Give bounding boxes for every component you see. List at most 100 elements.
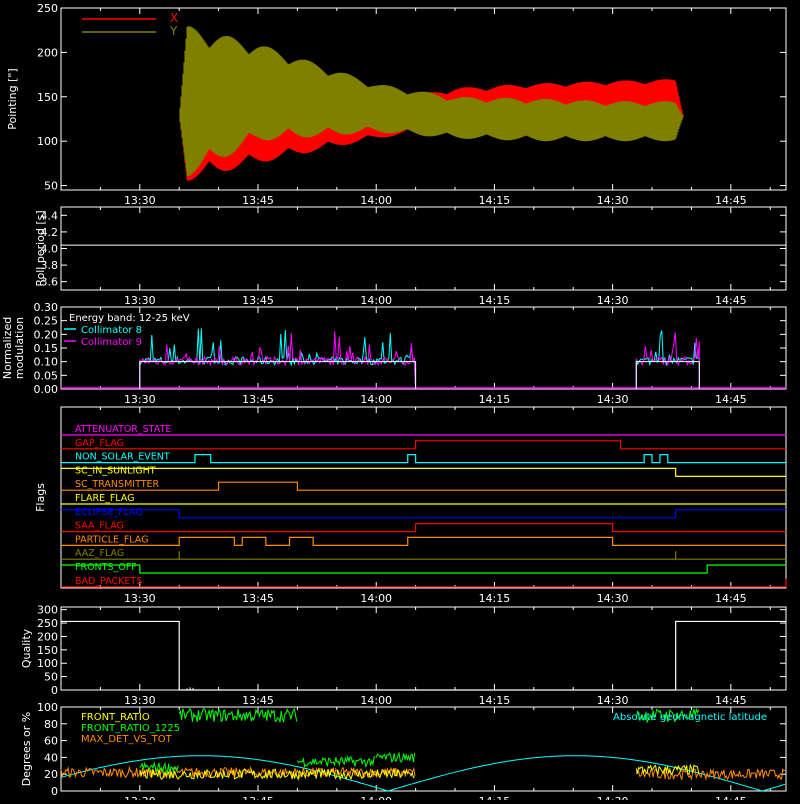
series-front-ratio <box>139 763 700 782</box>
panel-frame <box>60 706 787 792</box>
flag-label: NON_SOLAR_EVENT <box>75 452 170 463</box>
series-collimator-8 <box>139 328 700 390</box>
x-tick-label: 13:30 <box>124 393 156 406</box>
x-tick-label: 14:30 <box>597 694 629 707</box>
x-tick-label: 14:15 <box>479 592 511 605</box>
legend-label: MAX_DET_VS_TOT <box>81 734 173 745</box>
flag-eclipse-flag: ECLIPSE_FLAG <box>61 507 786 519</box>
flag-label: AAZ_FLAG <box>75 548 124 559</box>
x-tick-label: 14:45 <box>715 194 747 207</box>
series-y-band <box>179 26 684 177</box>
legend-label: Collimator 8 <box>81 325 142 336</box>
y-axis-label: Degrees or % <box>20 712 33 786</box>
flag-aaz-flag: AAZ_FLAG <box>61 548 786 560</box>
x-tick-label: 14:45 <box>715 795 747 800</box>
segment-path <box>375 751 416 764</box>
x-tick-label: 14:30 <box>597 795 629 800</box>
flag-label: ATTENUATOR_STATE <box>75 424 171 435</box>
flag-bad-packets: BAD_PACKETS <box>61 576 787 588</box>
flag-label: ECLIPSE_FLAG <box>75 507 143 518</box>
flag-non-solar-event: NON_SOLAR_EVENT <box>61 452 786 464</box>
x-tick-label: 14:15 <box>479 294 511 307</box>
flag-label: BAD_PACKETS <box>75 576 142 587</box>
segment-path <box>635 767 786 781</box>
flag-line <box>61 509 786 519</box>
x-tick-label: 14:00 <box>360 393 392 406</box>
modulation-segment <box>139 331 417 390</box>
flag-gap-flag: GAP_FLAG <box>61 438 786 450</box>
flag-line <box>61 578 787 588</box>
x-tick-label: 14:45 <box>715 393 747 406</box>
x-tick-label: 14:45 <box>715 592 747 605</box>
segment-path <box>296 755 376 768</box>
series-collimator-9 <box>139 331 700 390</box>
segment-path <box>635 707 700 724</box>
series-geomagnetic-latitude <box>60 755 786 792</box>
x-tick-label: 13:45 <box>242 694 274 707</box>
flag-label: SAA_FLAG <box>75 521 124 532</box>
y-tick-label: 3.8 <box>41 259 59 272</box>
flag-line <box>61 523 786 533</box>
y-tick-label: 100 <box>37 657 58 670</box>
x-tick-label: 14:15 <box>479 393 511 406</box>
y-axis-label: Pointing ["] <box>6 68 19 129</box>
flag-sc-transmitter: SC_TRANSMITTER <box>61 479 786 491</box>
panel-frame <box>60 406 787 589</box>
x-tick-label: 13:45 <box>242 194 274 207</box>
y-tick-label: 100 <box>37 135 58 148</box>
x-tick-label: 13:30 <box>124 294 156 307</box>
x-tick-label: 14:30 <box>597 294 629 307</box>
flag-particle-flag: PARTICLE_FLAG <box>61 534 786 546</box>
flag-line <box>61 454 786 464</box>
y-tick-label: 0.20 <box>34 328 59 341</box>
flag-sc-in-sunlight: SC_IN_SUNLIGHT <box>61 465 786 477</box>
y-tick-label: 300 <box>37 604 58 617</box>
x-tick-label: 13:45 <box>242 393 274 406</box>
legend-label-geomagnetic: Absolute geomagnetic latitude <box>613 712 767 723</box>
x-tick-label: 14:45 <box>715 694 747 707</box>
legend-label-x: X <box>170 11 178 25</box>
x-tick-label: 14:00 <box>360 194 392 207</box>
flag-line <box>61 551 786 560</box>
segment-path <box>139 761 179 774</box>
x-tick-label: 14:30 <box>597 194 629 207</box>
flag-attenuator-state: ATTENUATOR_STATE <box>61 424 786 436</box>
panel-frame <box>60 206 787 291</box>
flag-line <box>61 467 786 477</box>
x-tick-label: 13:30 <box>124 795 156 800</box>
panel-frame <box>60 7 787 191</box>
y-tick-label: 0.05 <box>34 369 59 382</box>
x-tick-label: 14:15 <box>479 795 511 800</box>
legend-label-y: Y <box>169 24 178 38</box>
y-tick-label: 0 <box>51 684 58 697</box>
y-tick-label: 50 <box>44 180 58 193</box>
legend-label: FRONT_RATIO_1225 <box>81 723 180 734</box>
segment-path <box>178 707 298 723</box>
flag-line <box>61 481 786 491</box>
y-tick-label: 40 <box>44 751 58 764</box>
modulation-segment <box>139 328 417 390</box>
y-tick-label: 0.00 <box>34 383 59 396</box>
x-tick-label: 14:00 <box>360 795 392 800</box>
y-axis-label-part: Normalized <box>1 317 14 379</box>
modulation-segment <box>635 332 700 390</box>
y-tick-label: 250 <box>37 2 58 15</box>
y-tick-label: 80 <box>44 718 58 731</box>
y-tick-label: 4.0 <box>41 243 59 256</box>
y-tick-label: 60 <box>44 735 58 748</box>
y-axis-label: Quality <box>20 628 33 668</box>
flag-fronts-off: FRONTS_OFF <box>61 562 786 574</box>
x-tick-label: 14:00 <box>360 694 392 707</box>
y-tick-label: 50 <box>44 671 58 684</box>
flag-label: GAP_FLAG <box>75 438 124 449</box>
x-tick-label: 13:30 <box>124 592 156 605</box>
modulation-annotation: Energy band: 12-25 keV <box>69 313 190 324</box>
y-tick-label: 4.2 <box>41 226 59 239</box>
modulation-window-outline <box>139 361 417 389</box>
legend-label: FRONT_RATIO <box>81 712 150 723</box>
y-tick-label: 4.4 <box>41 209 59 222</box>
flag-label: SC_IN_SUNLIGHT <box>75 465 156 476</box>
series-front-ratio-1225 <box>139 707 700 774</box>
x-tick-label: 13:45 <box>242 795 274 800</box>
